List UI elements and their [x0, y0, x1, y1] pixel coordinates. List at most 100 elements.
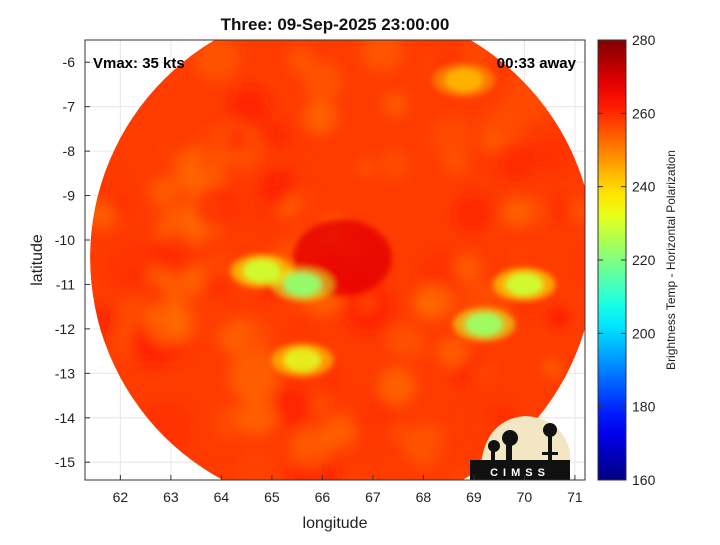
x-tick-label: 63 [163, 489, 179, 505]
texture-blob [321, 369, 343, 391]
colorbar-tick-label: 160 [632, 472, 656, 488]
texture-blob [303, 62, 343, 102]
texture-blob [90, 164, 125, 211]
colorbar-tick-label: 200 [632, 325, 656, 341]
colorbar-tick-label: 260 [632, 105, 656, 121]
y-tick-label: -14 [55, 410, 75, 426]
y-tick-label: -12 [55, 321, 75, 337]
texture-blob [548, 307, 569, 328]
texture-blob [153, 234, 196, 277]
x-tick-label: 67 [365, 489, 381, 505]
texture-blob [289, 427, 332, 470]
y-tick-label: -13 [55, 365, 75, 381]
texture-blob [510, 249, 527, 266]
x-tick-label: 64 [214, 489, 230, 505]
texture-blob [307, 394, 329, 417]
x-tick-label: 69 [466, 489, 482, 505]
texture-blob [193, 40, 240, 82]
texture-blob [238, 398, 277, 436]
y-tick-label: -6 [63, 54, 76, 70]
texture-blob [378, 148, 410, 180]
texture-blob [226, 129, 247, 150]
microwave-swath [90, 40, 585, 480]
map-panel: Vmax: 35 kts 00:33 away CIMSS 62 63 64 65 66… [55, 39, 586, 505]
convective-features [230, 63, 556, 377]
texture-blob [200, 410, 246, 456]
rainband-east-tip-halo [493, 267, 556, 302]
x-axis-label: longitude [303, 515, 368, 532]
texture-blob [360, 40, 404, 73]
rainband-core-halo [270, 267, 334, 302]
colorbar: 280 260 240 220 200 180 160 Brightness Temp - … [597, 32, 678, 488]
texture-blob [481, 105, 524, 148]
texture-blob [286, 45, 316, 75]
rainband-south-halo [270, 343, 334, 377]
texture-blob [238, 451, 273, 480]
texture-blob [387, 323, 421, 358]
x-axis-ticks: 62 63 64 65 66 67 68 69 70 71 [113, 475, 583, 505]
texture-blob [565, 199, 585, 222]
texture-blob [272, 386, 314, 428]
texture-blob [429, 115, 475, 160]
texture-blob [167, 279, 189, 301]
y-tick-label: -15 [55, 454, 75, 470]
texture-blob [383, 92, 407, 117]
x-tick-label: 65 [264, 489, 280, 505]
texture-blob [454, 194, 495, 235]
texture-blob [377, 367, 416, 405]
vmax-label: Vmax: 35 kts [93, 55, 185, 72]
texture-blob [228, 353, 279, 403]
colorbar-tick-label: 240 [632, 179, 656, 195]
texture-blob [543, 359, 562, 378]
texture-blob [206, 272, 232, 299]
texture-blob [415, 282, 453, 320]
colorbar-tick-label: 220 [632, 252, 656, 268]
texture-blob [519, 196, 549, 225]
y-tick-label: -10 [55, 232, 75, 248]
y-tick-label: -7 [63, 99, 76, 115]
x-tick-label: 70 [517, 489, 533, 505]
texture-blob [157, 142, 177, 162]
rainband-east-halo [452, 307, 516, 342]
texture-blob [265, 121, 294, 150]
texture-blob [250, 344, 273, 367]
colorbar-ticks: 280 260 240 220 200 180 160 [598, 32, 656, 488]
time-away-label: 00:33 away [497, 55, 577, 72]
texture-blob [360, 435, 381, 456]
texture-blob [274, 297, 300, 323]
y-tick-label: -9 [63, 188, 76, 204]
y-axis-label: latitude [29, 234, 46, 286]
plot-title: Three: 09-Sep-2025 23:00:00 [221, 15, 450, 34]
y-tick-label: -11 [56, 276, 75, 292]
x-tick-label: 62 [113, 489, 129, 505]
colorbar-tick-label: 180 [632, 399, 656, 415]
texture-blob [453, 254, 482, 283]
x-tick-label: 66 [315, 489, 331, 505]
x-tick-label: 71 [567, 489, 583, 505]
texture-blob [468, 351, 488, 370]
y-tick-label: -8 [63, 143, 76, 159]
texture-blob [287, 315, 310, 338]
texture-blob [193, 184, 237, 228]
texture-blob [390, 423, 408, 441]
texture-blob [437, 336, 468, 368]
texture-blob [358, 159, 375, 176]
colorbar-tick-label: 280 [632, 32, 656, 48]
texture-blob [532, 134, 573, 174]
texture-blob [411, 66, 430, 85]
logo-text: CIMSS [490, 467, 550, 479]
texture-blob [303, 99, 338, 134]
texture-blob [145, 301, 190, 346]
cimss-logo: CIMSS [470, 416, 570, 480]
texture-blob [100, 228, 145, 273]
texture-blob [149, 176, 180, 207]
y-axis-ticks: -6 -7 -8 -9 -10 -11 -12 -13 -14 -15 [55, 54, 90, 470]
small-cell-ne-halo [432, 63, 495, 97]
colorbar-label: Brightness Temp - Horizontal Polarizatio… [664, 150, 678, 370]
texture-blob [496, 141, 538, 184]
plot-frame [84, 39, 586, 481]
x-tick-label: 68 [416, 489, 432, 505]
texture-blob [260, 168, 296, 204]
texture-blob [432, 436, 470, 474]
